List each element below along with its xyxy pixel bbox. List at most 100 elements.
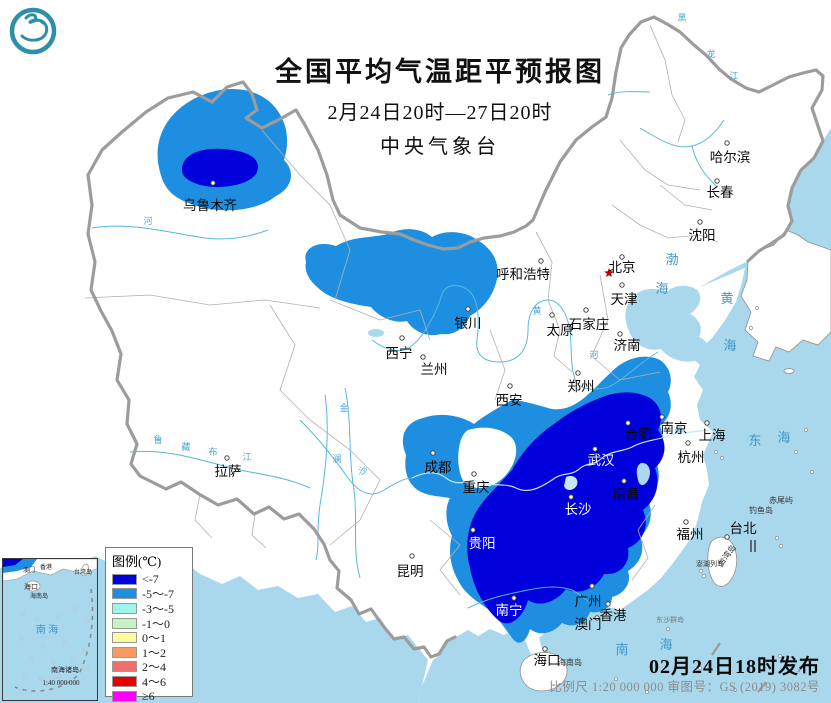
river-label: 黄	[532, 305, 541, 316]
island-dots	[614, 306, 814, 694]
inset-island-dot	[57, 675, 61, 679]
legend-row: 2～4	[112, 660, 192, 674]
inset-island-dot	[85, 667, 89, 671]
city-label: 呼和浩特	[496, 267, 550, 282]
city-marker-icon	[542, 646, 548, 652]
small-island	[804, 428, 808, 432]
small-island	[720, 456, 724, 460]
northcentral-anomaly-med	[305, 229, 498, 336]
city-label: 香港	[600, 608, 628, 623]
qinghai-lake	[368, 329, 384, 337]
small-island	[645, 690, 649, 694]
legend-label: 0～1	[142, 631, 167, 646]
inset-island-dot	[81, 649, 85, 653]
city-label: 拉萨	[215, 464, 242, 479]
city-label: 兰州	[421, 362, 448, 377]
city-label: 杭州	[678, 450, 705, 465]
legend-row: 0～1	[112, 630, 192, 645]
river-label: 沙	[358, 466, 367, 476]
city-label: 海口	[534, 653, 561, 668]
river-labels: 河黄河鲁藏布江金沙澜黑龙江	[143, 13, 738, 476]
legend-row: 4～6	[112, 674, 192, 689]
map-headings: 全国平均气温距平预报图 2月24日20时—27日20时 中央气象台	[245, 50, 635, 159]
legend-swatch	[112, 602, 137, 614]
jeju-island	[783, 368, 795, 374]
river-label: 江	[242, 452, 251, 462]
sea-label: 海	[723, 338, 736, 353]
sea-label: 东	[748, 433, 761, 448]
city-label: 西安	[496, 393, 523, 408]
inset-island-dot	[39, 677, 43, 681]
inset-anomaly-deep	[3, 559, 23, 567]
city-marker-icon	[568, 494, 574, 500]
city-label: 南昌	[613, 487, 640, 502]
legend-row: -5～-7	[112, 587, 192, 601]
river-label: 鲁	[153, 434, 162, 445]
scale-and-approval: 比例尺 1:20 000 000 审图号：GS (2019) 3082号	[549, 680, 820, 694]
china-border-west	[86, 173, 457, 659]
island-label: 东沙群岛	[656, 615, 684, 624]
small-island	[755, 306, 759, 310]
city-label: 长沙	[565, 502, 592, 517]
city-marker-icon	[685, 440, 691, 446]
small-island	[666, 627, 670, 631]
inset-island-dot	[73, 607, 77, 611]
legend-swatch	[112, 646, 137, 658]
city-label: 石家庄	[569, 316, 610, 332]
sea-boundary-dashes	[711, 642, 807, 693]
city-marker-icon	[210, 180, 216, 186]
inset-island-dot	[35, 617, 39, 621]
city-marker-icon	[724, 140, 730, 146]
inset-label: 南海诸岛	[51, 665, 79, 674]
city-marker-icon	[683, 519, 689, 525]
lakes	[368, 329, 683, 491]
city-marker-icon	[583, 307, 589, 313]
city-marker-icon	[430, 450, 436, 456]
city-marker-icon	[714, 178, 720, 184]
legend-label: <-7	[142, 571, 159, 586]
capital-star-icon	[604, 268, 614, 277]
city-marker-icon	[549, 312, 555, 318]
poyang-lake	[636, 462, 651, 486]
river-label: 藏	[181, 441, 190, 452]
inset-island-dot	[85, 619, 89, 623]
inset-island-dot	[56, 615, 60, 619]
city-marker-icon	[619, 254, 625, 260]
inset-label: 1:40 000 000	[43, 679, 80, 687]
islands-and-korea	[519, 229, 831, 692]
inset-dash-boundary	[14, 588, 94, 692]
inset-label: 澳门	[23, 566, 35, 574]
legend-row: 1～2	[112, 645, 192, 660]
inset-label: 海口	[24, 582, 38, 591]
small-island	[794, 450, 798, 454]
city-label: 天津	[611, 292, 638, 307]
cma-logo	[9, 7, 57, 55]
hainan-island	[519, 652, 568, 692]
logo-ring	[9, 7, 57, 55]
city-marker-icon	[594, 615, 600, 621]
national-border	[86, 15, 825, 659]
small-island	[702, 574, 706, 578]
city-label: 沈阳	[689, 228, 716, 243]
legend-rows: <-7 -5～-7 -3～-5 -1～0 0～1 1～2 2～4 4～6 ≥6	[112, 572, 192, 703]
inset-label: 台湾岛	[74, 568, 92, 576]
inset-hainan	[25, 580, 41, 592]
city-label: 广州	[575, 594, 602, 609]
city-marker-icon	[399, 335, 405, 341]
taiwan-island	[707, 536, 738, 587]
city-label: 福州	[677, 527, 704, 542]
river-label: 江	[729, 71, 738, 81]
agency-name: 中央气象台	[380, 136, 500, 158]
city-marker-icon	[724, 534, 730, 540]
page-title: 全国平均气温距平预报图	[275, 57, 605, 87]
city-label: 贵阳	[469, 536, 496, 551]
city-label: 上海	[699, 428, 726, 443]
inset-island-dot	[63, 641, 67, 645]
release-time: 02月24日18时发布	[649, 656, 820, 678]
sea-label: 黄	[720, 291, 733, 306]
city-marker-icon	[538, 258, 544, 264]
legend-box: 图例(℃) <-7 -5～-7 -3～-5 -1～0 0～1 1～2 2～4 4～6 ≥6	[105, 547, 193, 703]
city-label: 济南	[614, 338, 641, 353]
